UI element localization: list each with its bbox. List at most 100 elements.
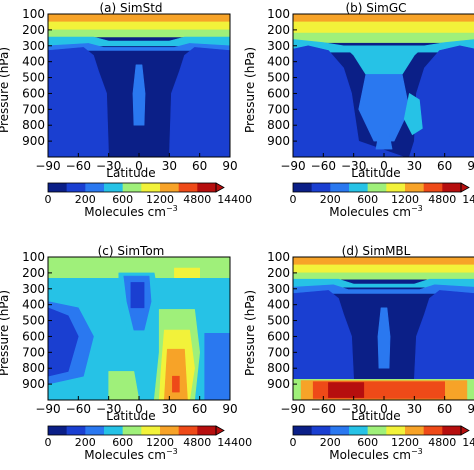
panel-d-colorbar-swatch-3: [349, 426, 368, 435]
panel-a-y-axis-label: Pressure (hPa): [0, 47, 11, 133]
panel-b-x-tick-label-5: 60: [437, 159, 452, 173]
panel-d-colorbar-swatch-7: [424, 426, 443, 435]
panel-b-colorbar-swatch-8: [442, 183, 461, 192]
panel-c-colorbar-swatch-8: [197, 426, 216, 435]
panel-c-x-tick-label-5: 60: [192, 402, 207, 416]
panel-c-colorbar-swatch-3: [104, 426, 123, 435]
panel-a-field-level-4-2: [48, 30, 230, 37]
panel-a-colorbar-swatch-7: [179, 183, 198, 192]
panel-a-colorbar-swatch-5: [141, 183, 160, 192]
panel-d-y-tick-label-1: 200: [267, 266, 290, 280]
panel-d-field-level-6-0: [293, 257, 474, 265]
panel-a-field-level-6-0: [48, 14, 230, 22]
panel-a-colorbar-swatch-3: [104, 183, 123, 192]
panel-b-colorbar-label-text: Molecules cm: [329, 205, 411, 219]
panel-a-y-tick-label-5: 600: [22, 86, 45, 100]
panel-a-title: (a) SimStd: [99, 1, 162, 15]
panel-a-contour-fields: [48, 14, 230, 157]
panel-c-colorbar-swatch-0: [48, 426, 67, 435]
panel-c-field-level-7-11: [172, 376, 179, 392]
panel-c-colorbar-label-exponent: −3: [166, 447, 178, 456]
panel-c-colorbar-swatch-2: [85, 426, 104, 435]
panel-b-colorbar-tick-label-0: 0: [290, 193, 297, 206]
panel-a-colorbar-swatch-6: [160, 183, 179, 192]
panel-c-colorbar-tick-label-0: 0: [45, 436, 52, 449]
panel-d-y-tick-label-7: 800: [267, 361, 290, 375]
panel-c-colorbar-label-text: Molecules cm: [84, 448, 166, 462]
panel-c-y-tick-label-7: 800: [22, 361, 45, 375]
panel-c-colorbar-swatch-7: [179, 426, 198, 435]
panel-b-y-tick-label-8: 900: [267, 134, 290, 148]
panel-c-colorbar-swatch-6: [160, 426, 179, 435]
panel-b-colorbar-tick-label-4: 4800: [428, 193, 456, 206]
panel-b-x-tick-label-4: 30: [407, 159, 422, 173]
panel-a-y-tick-label-4: 500: [22, 71, 45, 85]
panel-b-y-tick-label-7: 800: [267, 118, 290, 132]
panel-d-y-tick-label-6: 700: [267, 345, 290, 359]
panel-b-y-tick-label-1: 200: [267, 23, 290, 37]
panel-b-y-tick-label-6: 700: [267, 102, 290, 116]
panel-c-y-tick-label-2: 300: [22, 282, 45, 296]
panel-b-field-level-6-0: [293, 14, 474, 22]
panel-b-colorbar-swatch-2: [330, 183, 349, 192]
panel-d-y-tick-label-5: 600: [267, 329, 290, 343]
panel-d-x-tick-label-0: −90: [280, 402, 305, 416]
panel-a-field-level-5-1: [48, 22, 230, 30]
panel-d-colorbar-label-text: Molecules cm: [329, 448, 411, 462]
panel-a-colorbar-tick-label-4: 4800: [183, 193, 211, 206]
panel-d-x-tick-label-6: 90: [467, 402, 474, 416]
panel-d-field-level-2-6: [378, 308, 390, 368]
panel-b-colorbar-swatch-4: [368, 183, 387, 192]
panel-c-colorbar-tick-label-4: 4800: [183, 436, 211, 449]
panel-b-colorbar-label-exponent: −3: [411, 204, 423, 213]
panel-d-colorbar-swatch-0: [293, 426, 312, 435]
panel-c-field-level-4-12: [109, 371, 139, 400]
panel-c-y-tick-label-4: 500: [22, 314, 45, 328]
panel-c-contour-fields: [48, 257, 230, 400]
panel-b-colorbar-swatch-6: [405, 183, 424, 192]
panel-d-colorbar-tick-label-5: 14400: [462, 436, 474, 449]
panel-b-title: (b) SimGC: [345, 1, 406, 15]
panel-a-colorbar-swatch-8: [197, 183, 216, 192]
panel-b-y-axis-label: Pressure (hPa): [243, 47, 257, 133]
panel-d-y-axis-label: Pressure (hPa): [243, 290, 257, 376]
panel-b-colorbar-label: Molecules cm−3: [329, 204, 422, 219]
panel-a-y-tick-label-6: 700: [22, 102, 45, 116]
panel-a-y-tick-label-7: 800: [22, 118, 45, 132]
panel-d-colorbar-tick-label-4: 4800: [428, 436, 456, 449]
panel-b: (b) SimGC −90−60−30030609010020030040050…: [243, 1, 474, 219]
panel-b-colorbar-swatch-0: [293, 183, 312, 192]
panel-a-x-tick-label-4: 30: [162, 159, 177, 173]
panel-d-y-tick-label-0: 100: [267, 250, 290, 264]
panel-b-colorbar-extend-arrow: [461, 183, 469, 192]
panel-a-y-tick-label-1: 200: [22, 23, 45, 37]
panel-d-colorbar-extend-arrow: [461, 426, 469, 435]
panel-d-x-tick-label-4: 30: [407, 402, 422, 416]
panel-d-y-tick-label-8: 900: [267, 377, 290, 391]
panel-d-colorbar-swatch-5: [386, 426, 405, 435]
panel-a-x-tick-label-1: −60: [66, 159, 91, 173]
panel-b-y-tick-label-0: 100: [267, 7, 290, 21]
panel-c-y-tick-label-1: 200: [22, 266, 45, 280]
panel-a-x-tick-label-0: −90: [35, 159, 60, 173]
panel-c-colorbar-label: Molecules cm−3: [84, 447, 177, 462]
panel-c-field-level-1-7: [131, 282, 144, 307]
panel-d-field-level-4-2: [293, 273, 474, 279]
panel-a-colorbar-label-exponent: −3: [166, 204, 178, 213]
panel-b-colorbar-swatch-5: [386, 183, 405, 192]
panel-c-x-tick-label-1: −60: [66, 402, 91, 416]
panel-d-colorbar-swatch-4: [368, 426, 387, 435]
panel-a-y-tick-label-3: 400: [22, 55, 45, 69]
panel-b-contour-fields: [293, 14, 474, 157]
panel-c-x-tick-label-4: 30: [162, 402, 177, 416]
panel-d-colorbar-swatch-1: [312, 426, 331, 435]
panel-b-colorbar-swatch-7: [424, 183, 443, 192]
panel-c-y-tick-label-8: 900: [22, 377, 45, 391]
panel-d-colorbar-swatch-6: [405, 426, 424, 435]
panel-a-colorbar-label: Molecules cm−3: [84, 204, 177, 219]
panel-c-colorbar-extend-arrow: [216, 426, 224, 435]
